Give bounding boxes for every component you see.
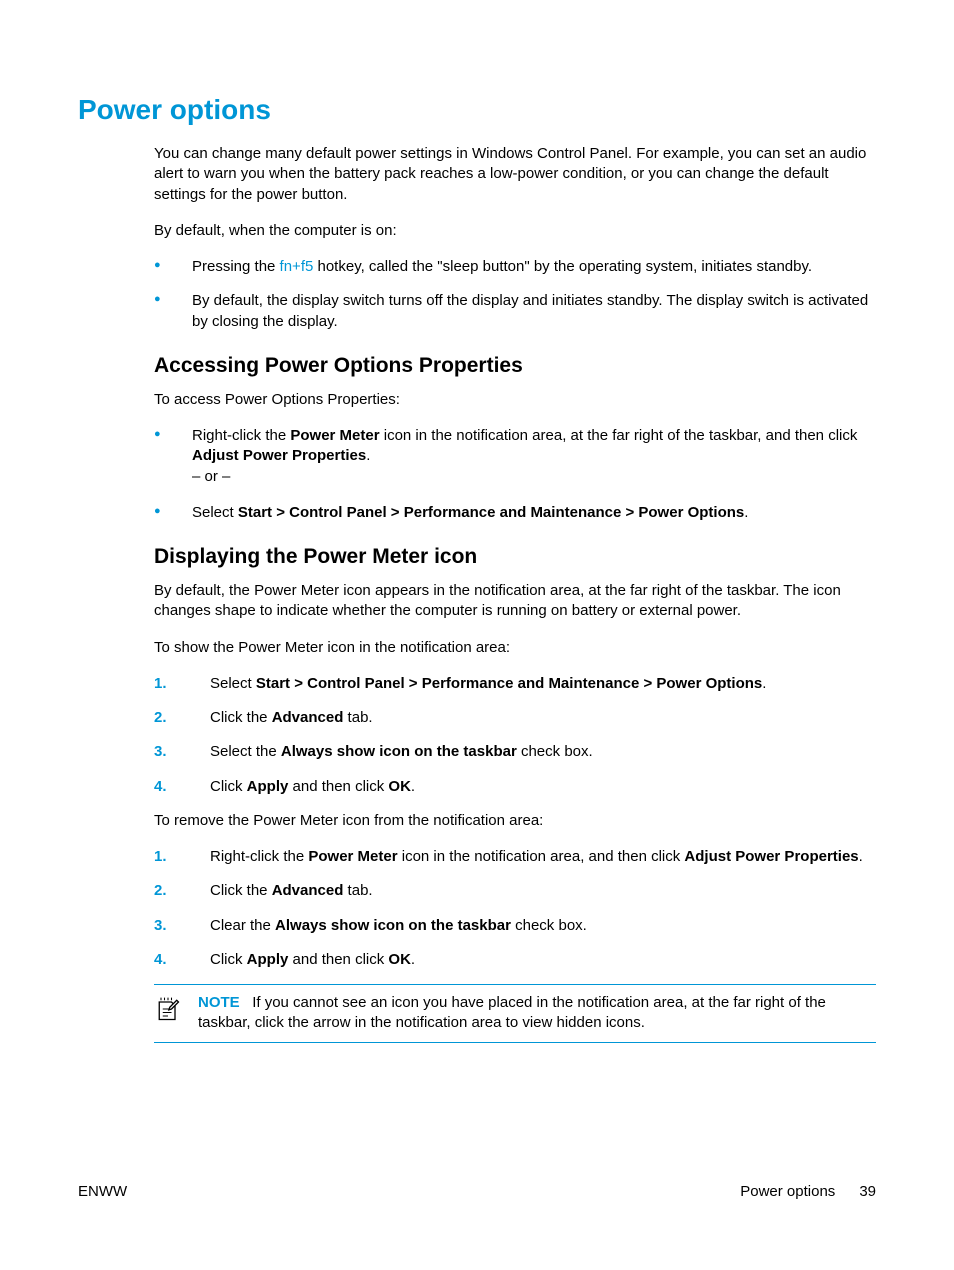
list-item: Pressing the fn+f5 hotkey, called the "s… xyxy=(154,257,876,277)
text: . xyxy=(859,848,863,865)
text: check box. xyxy=(517,743,593,760)
text: Clear the xyxy=(210,917,275,934)
list-item: Clear the Always show icon on the taskba… xyxy=(154,916,876,936)
bold-text: Adjust Power Properties xyxy=(684,848,858,865)
list-item: Click the Advanced tab. xyxy=(154,708,876,728)
list-item: Select Start > Control Panel > Performan… xyxy=(154,503,876,523)
text: . xyxy=(762,675,766,692)
list-item: Click Apply and then click OK. xyxy=(154,950,876,970)
remove-steps-list: Right-click the Power Meter icon in the … xyxy=(154,847,876,970)
text: and then click xyxy=(288,951,388,968)
text: . xyxy=(411,951,415,968)
bullet-text-pre: Pressing the xyxy=(192,258,280,275)
text: tab. xyxy=(343,882,372,899)
bold-text: OK xyxy=(388,951,411,968)
bold-text: Power Meter xyxy=(290,427,379,444)
bold-text: Start > Control Panel > Performance and … xyxy=(238,504,744,521)
hotkey-link[interactable]: fn+f5 xyxy=(280,258,314,275)
text: Select the xyxy=(210,743,281,760)
text: Select xyxy=(192,504,238,521)
bold-text: Power Meter xyxy=(308,848,397,865)
intro-bullet-list: Pressing the fn+f5 hotkey, called the "s… xyxy=(154,257,876,332)
bold-text: Always show icon on the taskbar xyxy=(275,917,511,934)
show-steps-list: Select Start > Control Panel > Performan… xyxy=(154,674,876,797)
intro-paragraph-1: You can change many default power settin… xyxy=(154,144,876,205)
text: Right-click the xyxy=(210,848,308,865)
text: Click the xyxy=(210,709,272,726)
section1-paragraph: To access Power Options Properties: xyxy=(154,390,876,410)
text: Click xyxy=(210,778,247,795)
text: Click xyxy=(210,951,247,968)
section1-bullet-list: Right-click the Power Meter icon in the … xyxy=(154,426,876,523)
text: icon in the notification area, at the fa… xyxy=(380,427,858,444)
page-footer: ENWW Power options 39 xyxy=(78,1183,876,1200)
note-text: NOTE If you cannot see an icon you have … xyxy=(198,993,876,1034)
text: . xyxy=(411,778,415,795)
bold-text: Apply xyxy=(247,778,289,795)
text: icon in the notification area, and then … xyxy=(398,848,685,865)
text: Click the xyxy=(210,882,272,899)
text: . xyxy=(744,504,748,521)
intro-paragraph-2: By default, when the computer is on: xyxy=(154,221,876,241)
list-item: Select Start > Control Panel > Performan… xyxy=(154,674,876,694)
section2-paragraph-1: By default, the Power Meter icon appears… xyxy=(154,581,876,622)
text: check box. xyxy=(511,917,587,934)
page-title: Power options xyxy=(78,94,876,126)
list-item: Right-click the Power Meter icon in the … xyxy=(154,426,876,487)
footer-section-label: Power options xyxy=(740,1183,835,1200)
text: tab. xyxy=(343,709,372,726)
text: and then click xyxy=(288,778,388,795)
list-item: By default, the display switch turns off… xyxy=(154,291,876,332)
section2-paragraph-2: To show the Power Meter icon in the noti… xyxy=(154,638,876,658)
bold-text: Always show icon on the taskbar xyxy=(281,743,517,760)
section-heading-accessing: Accessing Power Options Properties xyxy=(154,354,876,378)
text: . xyxy=(366,447,370,464)
list-item: Click the Advanced tab. xyxy=(154,881,876,901)
or-separator: – or – xyxy=(192,467,876,487)
section2-paragraph-3: To remove the Power Meter icon from the … xyxy=(154,811,876,831)
footer-page-number: 39 xyxy=(859,1183,876,1200)
bold-text: OK xyxy=(388,778,411,795)
note-body: If you cannot see an icon you have place… xyxy=(198,994,826,1031)
bold-text: Start > Control Panel > Performance and … xyxy=(256,675,762,692)
bold-text: Advanced xyxy=(272,882,344,899)
text: Right-click the xyxy=(192,427,290,444)
footer-left: ENWW xyxy=(78,1183,127,1200)
bullet-text-post: hotkey, called the "sleep button" by the… xyxy=(313,258,812,275)
list-item: Right-click the Power Meter icon in the … xyxy=(154,847,876,867)
list-item: Select the Always show icon on the taskb… xyxy=(154,742,876,762)
bold-text: Apply xyxy=(247,951,289,968)
note-box: NOTE If you cannot see an icon you have … xyxy=(154,984,876,1043)
list-item: Click Apply and then click OK. xyxy=(154,777,876,797)
note-label: NOTE xyxy=(198,994,240,1011)
note-icon xyxy=(154,993,182,1028)
bold-text: Adjust Power Properties xyxy=(192,447,366,464)
text: Select xyxy=(210,675,256,692)
bold-text: Advanced xyxy=(272,709,344,726)
section-heading-displaying: Displaying the Power Meter icon xyxy=(154,545,876,569)
